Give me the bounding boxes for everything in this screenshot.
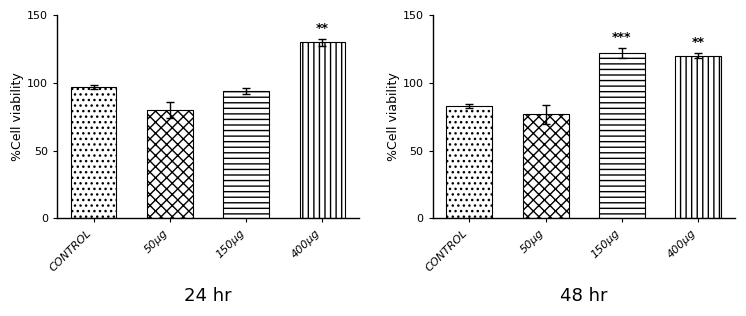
X-axis label: 24 hr: 24 hr	[184, 287, 232, 305]
Bar	[71, 87, 116, 218]
Bar	[675, 56, 721, 218]
Bar	[446, 106, 492, 218]
Y-axis label: %Cell viability: %Cell viability	[387, 72, 400, 161]
Bar	[223, 91, 269, 218]
Bar	[147, 110, 192, 218]
Text: **: **	[316, 22, 329, 35]
X-axis label: 48 hr: 48 hr	[560, 287, 607, 305]
Bar	[523, 114, 568, 218]
Bar	[300, 42, 345, 218]
Y-axis label: %Cell viability: %Cell viability	[11, 72, 24, 161]
Text: ***: ***	[612, 31, 632, 44]
Text: **: **	[692, 36, 705, 49]
Bar	[599, 53, 645, 218]
